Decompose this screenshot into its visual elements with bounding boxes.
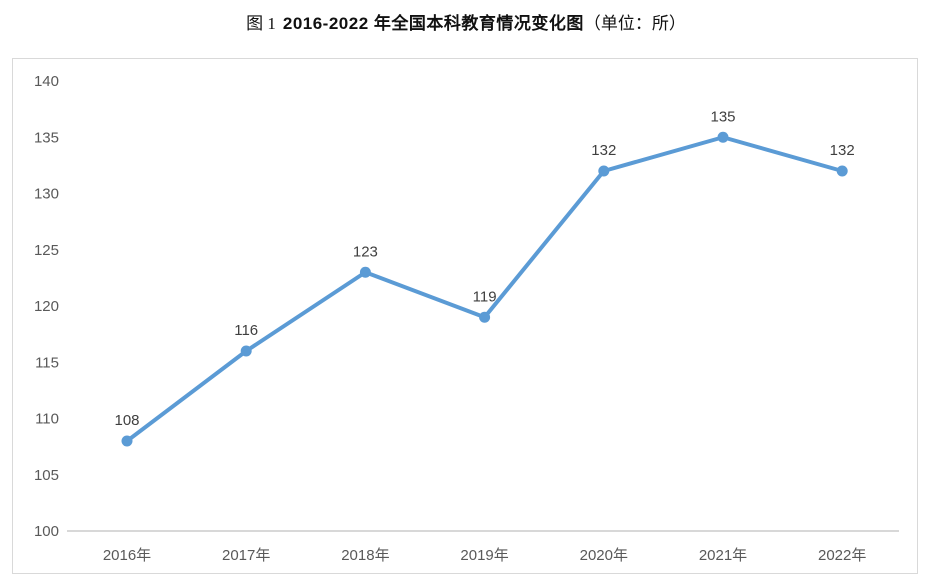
data-label: 132: [591, 142, 616, 159]
y-tick-label: 125: [34, 242, 59, 259]
data-label: 116: [234, 322, 258, 339]
x-tick-label: 2020年: [580, 547, 628, 564]
data-point-marker: [479, 311, 491, 323]
chart-title-prefix: 图 1: [246, 14, 276, 33]
y-tick-label: 115: [35, 354, 59, 371]
data-label: 119: [473, 288, 497, 305]
line-chart-svg: 100 105 110 115 120 125 130 135 140 2016年 2017年 201…: [34, 73, 899, 564]
y-tick-label: 120: [34, 298, 59, 315]
chart-title-suffix: （单位：所）: [583, 14, 686, 33]
data-point-marker: [240, 345, 252, 357]
x-tick-label: 2018年: [341, 547, 389, 564]
data-label: 108: [114, 412, 139, 429]
x-tick-label: 2019年: [460, 547, 508, 564]
y-tick-label: 135: [34, 129, 59, 146]
y-tick-label: 110: [35, 411, 59, 428]
data-label: 132: [830, 142, 855, 159]
x-tick-label: 2017年: [222, 547, 270, 564]
x-tick-label: 2022年: [818, 547, 866, 564]
data-label: 123: [353, 243, 378, 260]
data-point-marker: [836, 165, 848, 177]
y-tick-label: 140: [34, 73, 59, 90]
data-point-marker: [598, 165, 610, 177]
chart-area: 100 105 110 115 120 125 130 135 140 2016年 2017年 201…: [12, 58, 918, 574]
chart-title-main: 2016-2022 年全国本科教育情况变化图: [282, 14, 584, 33]
x-tick-label: 2021年: [699, 547, 747, 564]
x-tick-label: 2016年: [103, 547, 151, 564]
data-point-marker: [121, 435, 133, 447]
y-tick-label: 100: [34, 523, 59, 540]
data-label: 135: [710, 108, 735, 125]
y-tick-label: 130: [34, 186, 59, 203]
data-point-marker: [359, 266, 371, 278]
data-point-marker: [717, 131, 729, 143]
y-tick-label: 105: [34, 467, 59, 484]
chart-title: 图 1 2016-2022 年全国本科教育情况变化图（单位：所）: [0, 9, 932, 34]
